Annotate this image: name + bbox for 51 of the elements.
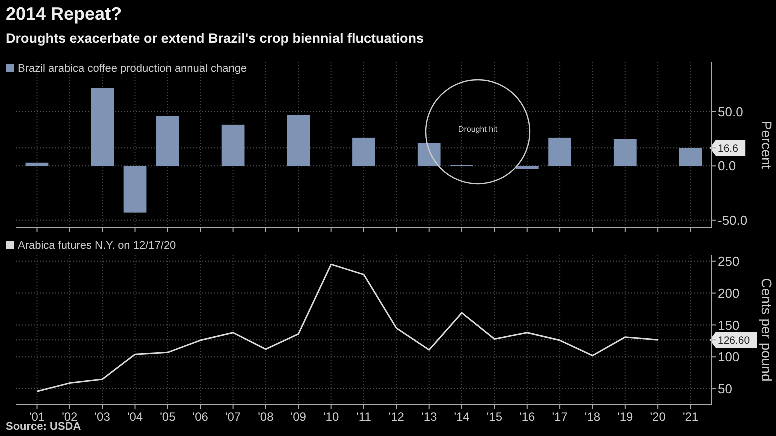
x-tick-label: '05 bbox=[160, 410, 176, 424]
bar bbox=[287, 115, 310, 166]
x-tick-label: '09 bbox=[290, 410, 307, 424]
x-tick-label: '10 bbox=[324, 410, 340, 424]
y-tick-label: 50.0 bbox=[718, 104, 744, 120]
x-tick-label: '19 bbox=[618, 410, 634, 424]
legend-label: Arabica futures N.Y. on 12/17/20 bbox=[18, 240, 176, 252]
x-tick-label: '11 bbox=[356, 410, 372, 424]
y-axis-title: Cents per pound bbox=[759, 278, 775, 382]
chart-subtitle: Droughts exacerbate or extend Brazil's crop biennial fluctuations bbox=[6, 31, 424, 46]
x-tick-label: '18 bbox=[584, 410, 601, 424]
x-tick-label: '07 bbox=[225, 410, 242, 424]
bar bbox=[26, 162, 49, 166]
bar bbox=[679, 148, 702, 166]
x-tick-label: '04 bbox=[127, 410, 144, 424]
bar bbox=[614, 139, 637, 166]
x-tick-label: '20 bbox=[650, 410, 666, 424]
line-series bbox=[36, 264, 659, 392]
bar bbox=[124, 166, 147, 213]
bar bbox=[91, 88, 114, 166]
y-tick-label: -50.0 bbox=[718, 212, 748, 228]
bar bbox=[156, 116, 180, 166]
x-tick-label: '21 bbox=[682, 410, 699, 424]
bar bbox=[516, 166, 539, 170]
bar bbox=[418, 143, 441, 166]
y-tick-label: 100 bbox=[718, 350, 740, 365]
bar bbox=[548, 138, 572, 166]
y-tick-label: 126.60 bbox=[718, 334, 750, 347]
chart-title: 2014 Repeat? bbox=[6, 4, 122, 24]
x-tick-label: '01 bbox=[29, 410, 46, 424]
x-tick-label: '12 bbox=[388, 410, 405, 424]
x-tick-label: '15 bbox=[486, 410, 503, 424]
y-tick-label: 16.6 bbox=[718, 142, 739, 155]
x-tick-label: '14 bbox=[454, 410, 470, 424]
y-tick-label: 200 bbox=[718, 286, 740, 301]
y-tick-label: 50 bbox=[718, 382, 732, 397]
source-note: Source: USDA bbox=[6, 421, 82, 433]
y-tick-label: 150 bbox=[718, 318, 740, 333]
y-axis-title: Percent bbox=[759, 120, 775, 170]
x-tick-label: '17 bbox=[552, 410, 568, 424]
annotation: Drought hit bbox=[458, 125, 498, 134]
y-tick-label: 0.0 bbox=[718, 158, 736, 174]
x-tick-label: '13 bbox=[422, 410, 438, 424]
bar bbox=[222, 124, 245, 166]
legend-label: Brazil arabica coffee production annual change bbox=[18, 63, 248, 75]
y-tick-label: 250 bbox=[718, 254, 740, 269]
x-tick-label: '16 bbox=[520, 410, 536, 424]
x-tick-label: '03 bbox=[94, 410, 111, 424]
bar bbox=[352, 138, 376, 166]
x-tick-label: '08 bbox=[258, 410, 274, 424]
x-tick-label: '06 bbox=[192, 410, 209, 424]
